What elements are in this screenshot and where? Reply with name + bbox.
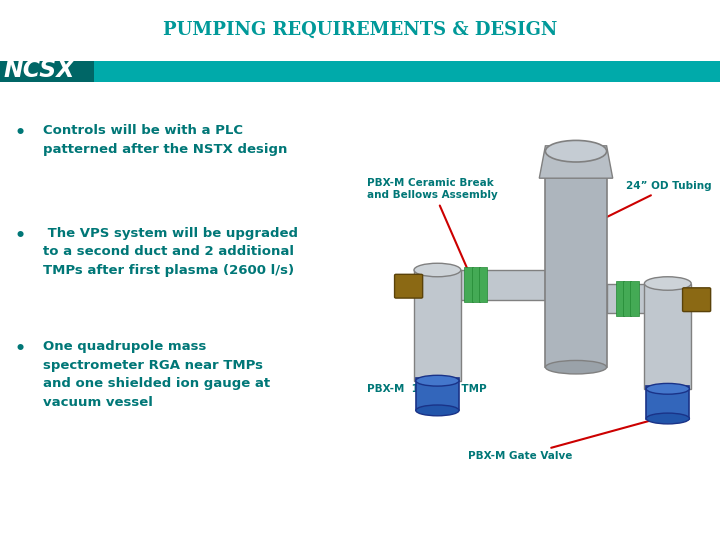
Text: One quadrupole mass
spectrometer RGA near TMPs
and one shielded ion gauge at
vac: One quadrupole mass spectrometer RGA nea… — [43, 340, 270, 409]
Bar — [644, 284, 691, 389]
Bar — [472, 267, 480, 302]
Ellipse shape — [647, 413, 690, 424]
Text: Controls will be with a PLC
patterned after the NSTX design: Controls will be with a PLC patterned af… — [43, 124, 287, 156]
Bar — [630, 281, 639, 316]
Bar — [647, 386, 690, 418]
Ellipse shape — [414, 263, 461, 276]
Ellipse shape — [647, 383, 690, 394]
Text: PBX-M Ceramic Break
and Bellows Assembly: PBX-M Ceramic Break and Bellows Assembly — [367, 178, 498, 279]
Bar — [606, 284, 670, 313]
Text: PBX-M Gate Valve: PBX-M Gate Valve — [468, 416, 663, 461]
Polygon shape — [539, 146, 613, 178]
Text: •: • — [14, 340, 25, 358]
Bar — [416, 378, 459, 410]
Ellipse shape — [644, 276, 691, 291]
Text: 24” OD Tubing: 24” OD Tubing — [580, 181, 712, 230]
Bar — [616, 281, 624, 316]
Bar — [446, 270, 546, 300]
Text: PUMPING REQUIREMENTS & DESIGN: PUMPING REQUIREMENTS & DESIGN — [163, 21, 557, 39]
Text: The VPS system will be upgraded
to a second duct and 2 additional
TMPs after fir: The VPS system will be upgraded to a sec… — [43, 227, 298, 277]
Bar — [623, 281, 631, 316]
Bar — [464, 267, 473, 302]
Bar — [0, 61, 94, 82]
Text: PBX-M  1500 l/s TMP: PBX-M 1500 l/s TMP — [367, 384, 487, 394]
Ellipse shape — [416, 405, 459, 416]
Text: •: • — [14, 227, 25, 245]
Ellipse shape — [546, 361, 606, 374]
Bar — [0, 61, 720, 82]
Text: •: • — [14, 124, 25, 142]
FancyBboxPatch shape — [683, 288, 711, 312]
Bar — [479, 267, 487, 302]
Ellipse shape — [546, 140, 606, 162]
Ellipse shape — [416, 375, 459, 386]
Bar — [414, 270, 461, 381]
Text: NCSX: NCSX — [4, 58, 75, 82]
FancyBboxPatch shape — [395, 274, 423, 298]
Bar — [546, 151, 606, 367]
